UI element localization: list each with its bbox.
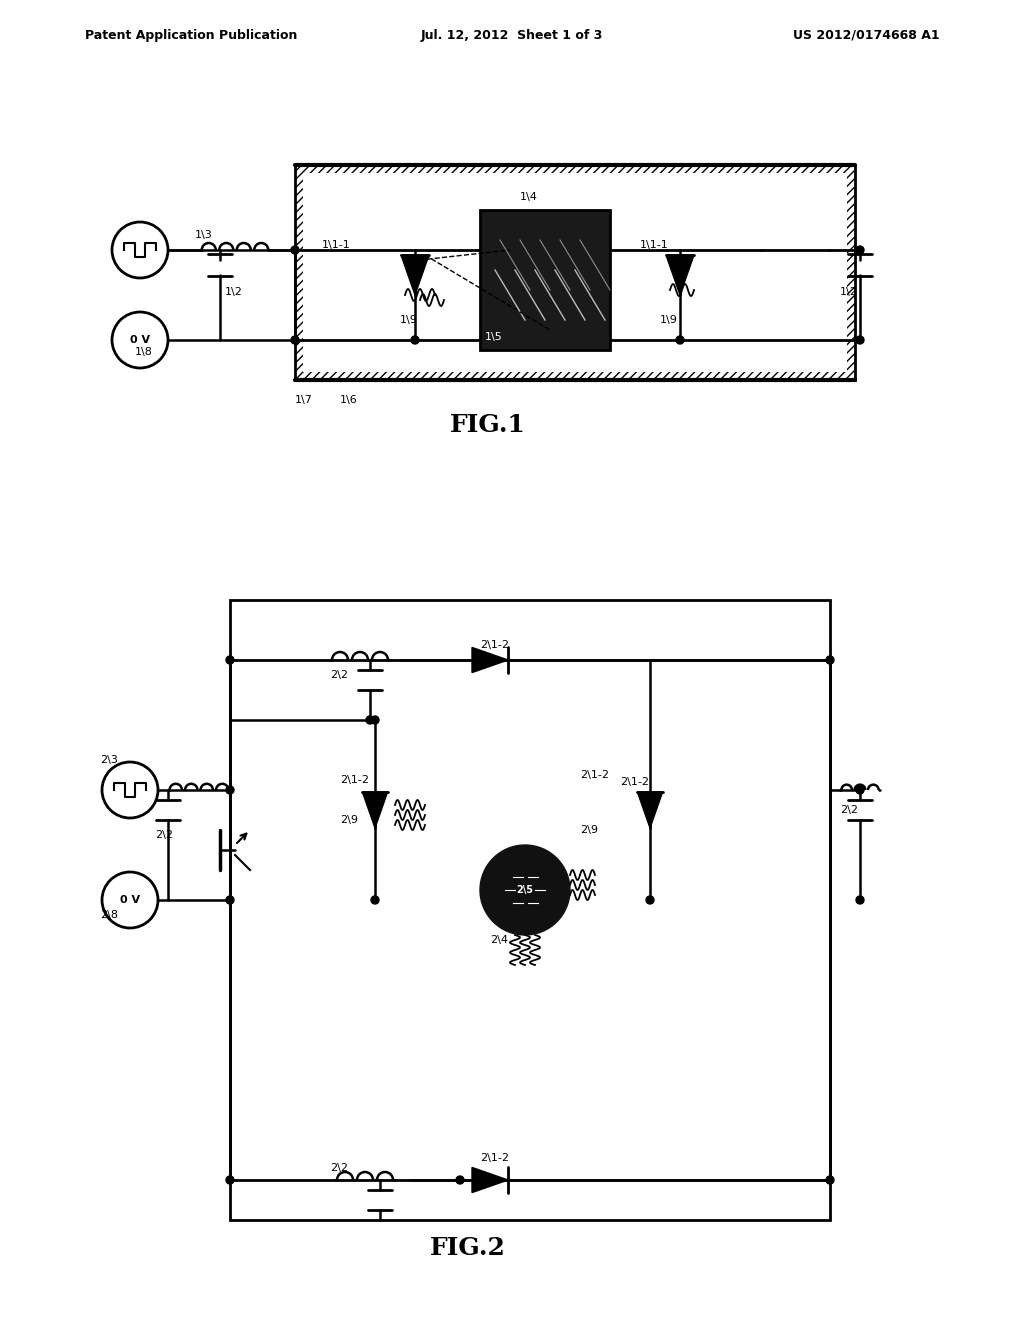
Text: 0 V: 0 V: [130, 335, 151, 345]
Circle shape: [371, 715, 379, 723]
Text: 2\2: 2\2: [330, 671, 348, 680]
Text: 2\1-2: 2\1-2: [340, 775, 369, 785]
Polygon shape: [666, 255, 694, 294]
Text: 2\1-2: 2\1-2: [480, 1152, 509, 1163]
Bar: [295, 165, 855, 380]
Text: 1\4: 1\4: [520, 191, 538, 202]
Bar: [480, 210, 610, 350]
Circle shape: [856, 337, 864, 345]
Text: 1\1-1: 1\1-1: [322, 240, 351, 249]
Circle shape: [411, 337, 419, 345]
Circle shape: [456, 1176, 464, 1184]
Text: Jul. 12, 2012  Sheet 1 of 3: Jul. 12, 2012 Sheet 1 of 3: [421, 29, 603, 41]
Text: 2\9: 2\9: [580, 825, 598, 836]
Text: US 2012/0174668 A1: US 2012/0174668 A1: [794, 29, 940, 41]
Bar: [230, 601, 830, 1220]
Circle shape: [480, 845, 570, 935]
Text: 1\8: 1\8: [135, 347, 153, 356]
Circle shape: [826, 1176, 834, 1184]
Circle shape: [856, 785, 864, 795]
Text: 2\2: 2\2: [155, 830, 173, 840]
Text: 2\2: 2\2: [840, 805, 858, 814]
Text: 1\9: 1\9: [660, 315, 678, 325]
Text: FIG.1: FIG.1: [450, 413, 526, 437]
Text: 1\1-1: 1\1-1: [640, 240, 669, 249]
Circle shape: [371, 896, 379, 904]
Text: 0 V: 0 V: [120, 895, 140, 906]
Circle shape: [856, 896, 864, 904]
Circle shape: [226, 1176, 234, 1184]
Polygon shape: [362, 792, 388, 828]
Text: 2\3: 2\3: [100, 755, 118, 766]
Text: 2\2: 2\2: [330, 1163, 348, 1173]
Bar: [303, 173, 847, 372]
Text: 2\9: 2\9: [340, 814, 358, 825]
Polygon shape: [472, 647, 508, 673]
Polygon shape: [401, 255, 429, 294]
Circle shape: [291, 337, 299, 345]
Text: 1\2: 1\2: [225, 286, 243, 297]
Text: FIG.2: FIG.2: [430, 1236, 506, 1261]
Text: 2\1-2: 2\1-2: [620, 777, 649, 787]
Text: 2\1-2: 2\1-2: [480, 640, 509, 649]
Text: 2\4: 2\4: [490, 935, 508, 945]
Polygon shape: [637, 792, 663, 828]
Text: 1\5: 1\5: [485, 333, 503, 342]
Text: Patent Application Publication: Patent Application Publication: [85, 29, 297, 41]
Circle shape: [366, 715, 374, 723]
Circle shape: [646, 896, 654, 904]
Polygon shape: [472, 1167, 508, 1192]
Circle shape: [676, 337, 684, 345]
Circle shape: [826, 656, 834, 664]
Circle shape: [856, 246, 864, 253]
Text: 2\8: 2\8: [100, 909, 118, 920]
Text: 1\9: 1\9: [400, 315, 418, 325]
Text: 2\1-2: 2\1-2: [580, 770, 609, 780]
Circle shape: [226, 785, 234, 795]
Text: 1\7: 1\7: [295, 395, 313, 405]
Circle shape: [291, 246, 299, 253]
Circle shape: [226, 656, 234, 664]
Text: 1\6: 1\6: [340, 395, 357, 405]
Text: 1\2: 1\2: [840, 286, 858, 297]
Circle shape: [226, 896, 234, 904]
Text: 1\3: 1\3: [195, 230, 213, 240]
Text: 2\5: 2\5: [516, 884, 534, 895]
